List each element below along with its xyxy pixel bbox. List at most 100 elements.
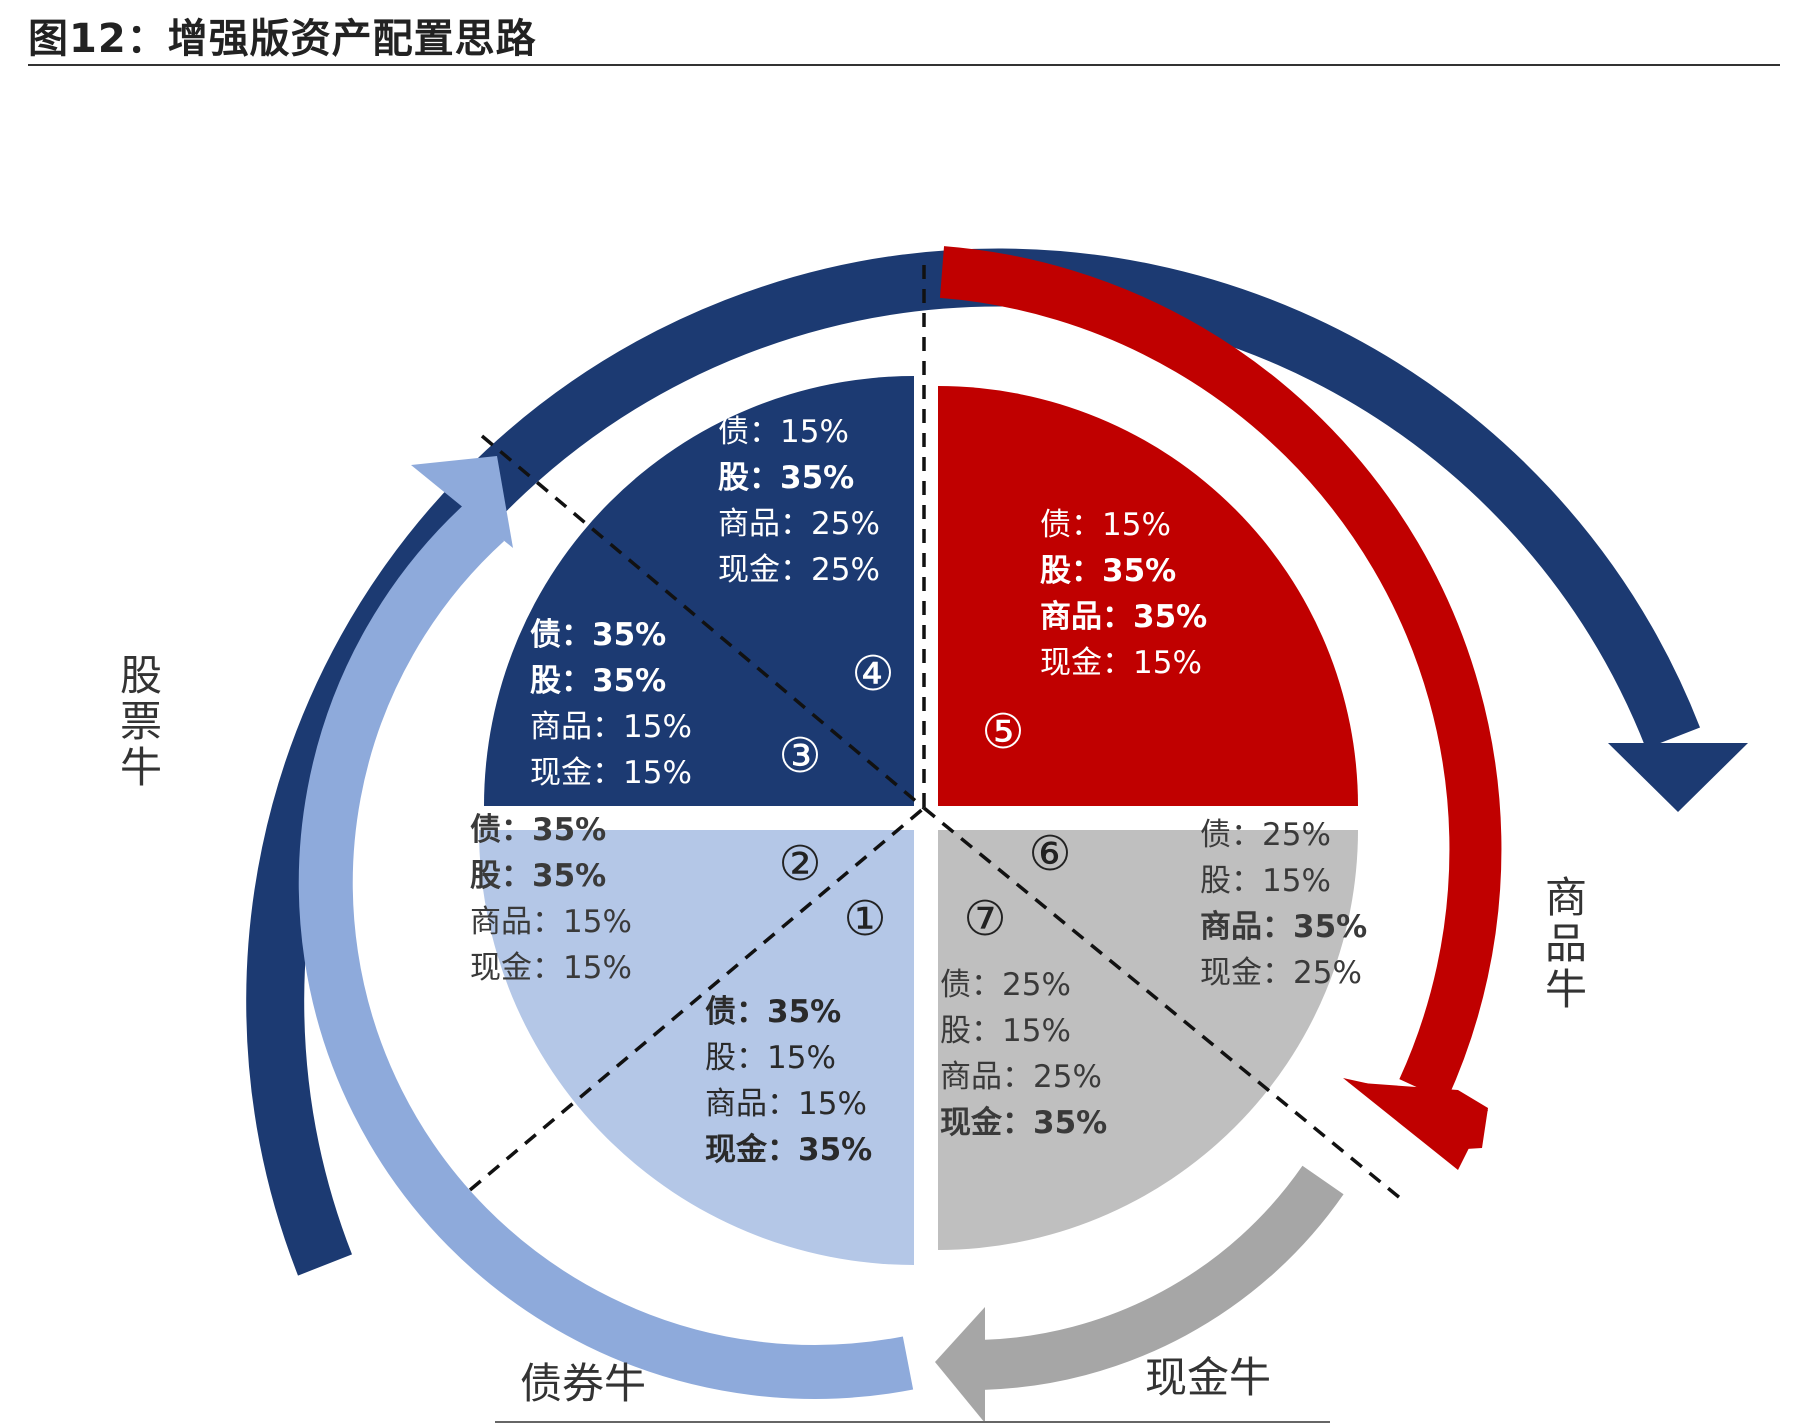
segment-2-allocation: 债：35%股：35%商品：15%现金：15% xyxy=(470,812,632,986)
allocation-line: 商品：35% xyxy=(1040,599,1207,635)
asset-label: 商品： xyxy=(940,1059,1033,1095)
figure-title: 图12：增强版资产配置思路 xyxy=(28,16,537,62)
segment-5-allocation: 债：15%股：35%商品：35%现金：15% xyxy=(1040,507,1207,681)
divider-diagonal-sw xyxy=(468,806,926,1192)
allocation-line: 债：15% xyxy=(1040,507,1171,543)
allocation-line: 债：25% xyxy=(1200,817,1331,853)
asset-weight: 25% xyxy=(811,506,880,542)
asset-label: 现金： xyxy=(940,1105,1033,1141)
quadrant-top-right xyxy=(938,386,1358,806)
allocation-line: 商品：35% xyxy=(1200,909,1367,945)
asset-weight: 15% xyxy=(780,414,849,450)
commodity-bull-arrowhead-tip xyxy=(1343,1078,1488,1170)
asset-weight: 35% xyxy=(592,663,666,699)
allocation-line: 商品：25% xyxy=(718,506,880,542)
quadrant-bottom-left xyxy=(479,830,914,1265)
allocation-line: 债：35% xyxy=(470,812,606,848)
segment-7-allocation: 债：25%股：15%商品：25%现金：35% xyxy=(940,967,1107,1141)
asset-label: 现金： xyxy=(530,755,623,791)
asset-label: 现金： xyxy=(1200,955,1293,991)
allocation-text-blocks: 债：35%股：15%商品：15%现金：35%债：35%股：35%商品：15%现金… xyxy=(470,414,1367,1168)
allocation-line: 股：35% xyxy=(470,858,606,894)
allocation-line: 商品：15% xyxy=(470,904,632,940)
allocation-line: 现金：15% xyxy=(1040,645,1202,681)
asset-weight: 25% xyxy=(1293,955,1362,991)
asset-weight: 35% xyxy=(1102,553,1176,589)
asset-weight: 15% xyxy=(563,904,632,940)
stock-bull-label: 股票牛 xyxy=(120,651,162,792)
asset-weight: 35% xyxy=(1293,909,1367,945)
asset-weight: 35% xyxy=(767,994,841,1030)
vertical-char: 票 xyxy=(120,697,162,746)
segment-marker-4: ④ xyxy=(851,646,894,702)
segment-6-allocation: 债：25%股：15%商品：35%现金：25% xyxy=(1200,817,1367,991)
allocation-line: 股：15% xyxy=(1200,863,1331,899)
allocation-line: 股：35% xyxy=(718,460,854,496)
vertical-char: 牛 xyxy=(120,743,162,792)
asset-label: 股： xyxy=(1200,863,1262,899)
asset-weight: 15% xyxy=(623,755,692,791)
asset-weight: 25% xyxy=(1033,1059,1102,1095)
asset-label: 现金： xyxy=(470,950,563,986)
asset-label: 商品： xyxy=(1200,909,1293,945)
asset-weight: 35% xyxy=(532,858,606,894)
allocation-line: 商品：15% xyxy=(530,709,692,745)
vertical-char: 牛 xyxy=(1545,965,1587,1014)
commodity-bull-arc xyxy=(939,246,1502,1101)
cash-bull-arrowhead xyxy=(935,1307,985,1423)
asset-label: 商品： xyxy=(718,506,811,542)
segment-markers: ①② ③④ ⑤ ⑥⑦ xyxy=(778,646,1071,947)
asset-label: 债： xyxy=(470,812,532,848)
asset-label: 现金： xyxy=(1040,645,1133,681)
segment-1-allocation: 债：35%股：15%商品：15%现金：35% xyxy=(705,994,872,1168)
asset-weight: 15% xyxy=(623,709,692,745)
asset-label: 现金： xyxy=(718,552,811,588)
allocation-line: 债：25% xyxy=(940,967,1071,1003)
asset-label: 股： xyxy=(470,858,532,894)
segment-marker-5: ⑤ xyxy=(981,704,1024,760)
dashed-dividers xyxy=(468,265,1402,1200)
divider-diagonal-nw xyxy=(480,434,926,810)
asset-weight: 15% xyxy=(1102,507,1171,543)
asset-weight: 25% xyxy=(1262,817,1331,853)
asset-weight: 15% xyxy=(1262,863,1331,899)
quadrant-top-left xyxy=(484,376,914,806)
asset-weight: 15% xyxy=(1133,645,1202,681)
vertical-char: 品 xyxy=(1545,919,1587,968)
bond-bull-arrowhead xyxy=(411,456,513,548)
asset-label: 股： xyxy=(718,460,780,496)
allocation-line: 商品：15% xyxy=(705,1086,867,1122)
asset-weight: 35% xyxy=(1133,599,1207,635)
asset-weight: 15% xyxy=(767,1040,836,1076)
asset-label: 债： xyxy=(1200,817,1262,853)
allocation-line: 股：15% xyxy=(705,1040,836,1076)
asset-label: 债： xyxy=(1040,507,1102,543)
asset-weight: 35% xyxy=(798,1132,872,1168)
title-rule xyxy=(28,64,1780,66)
allocation-line: 现金：35% xyxy=(705,1132,872,1168)
asset-weight: 35% xyxy=(780,460,854,496)
segment-marker-1: ① xyxy=(843,891,886,947)
asset-label: 商品： xyxy=(1040,599,1133,635)
segment-marker-6: ⑥ xyxy=(1028,826,1071,882)
bond-bull-label: 债券牛 xyxy=(520,1359,646,1408)
asset-label: 现金： xyxy=(705,1132,798,1168)
asset-label: 债： xyxy=(705,994,767,1030)
asset-label: 股： xyxy=(705,1040,767,1076)
asset-label: 债： xyxy=(530,617,592,653)
asset-label: 股： xyxy=(940,1013,1002,1049)
segment-marker-7: ⑦ xyxy=(963,891,1006,947)
asset-label: 商品： xyxy=(530,709,623,745)
asset-label: 债： xyxy=(940,967,1002,1003)
allocation-line: 现金：15% xyxy=(530,755,692,791)
vertical-char: 商 xyxy=(1545,873,1587,922)
allocation-line: 商品：25% xyxy=(940,1059,1102,1095)
stock-bull-arc xyxy=(246,248,1700,1276)
allocation-line: 现金：25% xyxy=(718,552,880,588)
bond-bull-arc xyxy=(298,501,914,1399)
asset-weight: 25% xyxy=(1002,967,1071,1003)
asset-label: 商品： xyxy=(705,1086,798,1122)
allocation-line: 现金：15% xyxy=(470,950,632,986)
commodity-bull-label: 商品牛 xyxy=(1545,873,1587,1014)
